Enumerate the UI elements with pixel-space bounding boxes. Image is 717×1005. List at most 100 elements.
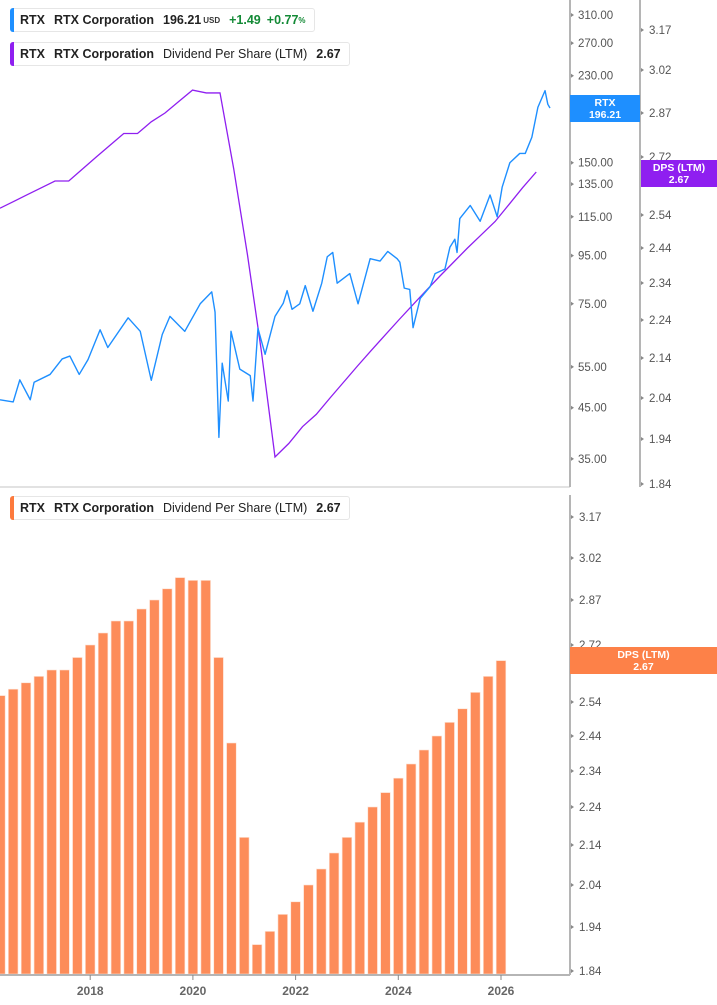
- dps-tick-label: 2.87: [649, 108, 671, 120]
- legend-company: RTX Corporation: [54, 47, 154, 61]
- price-tick-label: 270.00: [578, 38, 613, 50]
- dps-bar-tag-title: DPS (LTM): [617, 649, 670, 661]
- tick-mark: [571, 456, 574, 461]
- dps-bar: [8, 688, 19, 975]
- dps-bar: [46, 669, 57, 975]
- dps-bar-tick-label: 2.24: [579, 802, 602, 814]
- x-tick-label: 2026: [488, 984, 515, 998]
- dps-bar: [33, 676, 44, 975]
- tick-mark: [571, 925, 574, 929]
- legend-value: 2.67: [316, 501, 341, 515]
- dps-bar: [162, 588, 173, 975]
- dps-top-legend[interactable]: RTX RTX Corporation Dividend Per Share (…: [10, 42, 350, 66]
- tick-mark: [571, 253, 574, 258]
- legend-metric: Dividend Per Share (LTM): [163, 501, 308, 515]
- dps-tick-label: 2.24: [649, 315, 672, 327]
- dps-bar-tick-label: 2.44: [579, 731, 602, 743]
- dps-tick-label: 1.94: [649, 434, 672, 446]
- price-tag-value: 196.21: [588, 109, 622, 121]
- tick-mark: [571, 214, 574, 219]
- price-tick-label: 115.00: [578, 212, 612, 224]
- dps-bar-tick-label: 2.54: [579, 697, 602, 709]
- dps-bar: [406, 763, 417, 975]
- dps-bar: [59, 669, 70, 975]
- dps-bar: [290, 901, 301, 975]
- tick-mark: [571, 883, 574, 887]
- dps-tick-label: 2.04: [649, 393, 672, 405]
- tick-mark: [571, 364, 574, 369]
- dps-bar: [136, 608, 147, 975]
- tick-mark: [641, 28, 644, 32]
- dps-bar: [277, 914, 288, 975]
- dps-tick-label: 3.02: [649, 65, 671, 77]
- dps-bar: [495, 660, 507, 975]
- dps-bar: [444, 722, 455, 975]
- dps-bar-tag-value: 2.67: [633, 661, 654, 673]
- tick-mark: [641, 281, 644, 285]
- dps-tag-value: 2.67: [668, 174, 690, 186]
- dps-bar: [341, 837, 353, 975]
- dps-bar: [367, 806, 378, 975]
- dps-bar: [418, 749, 430, 975]
- dps-tick-label: 2.14: [649, 353, 672, 365]
- price-tick-label: 95.00: [578, 251, 607, 263]
- price-legend-color: [10, 8, 14, 32]
- price-tick-label: 135.00: [578, 179, 613, 191]
- tick-mark: [571, 405, 574, 410]
- price-legend[interactable]: RTX RTX Corporation 196.21 USD +1.49 +0.…: [10, 8, 315, 32]
- dps-bar: [110, 620, 121, 975]
- tick-mark: [571, 301, 574, 306]
- x-tick-label: 2024: [385, 984, 412, 998]
- tick-mark: [641, 437, 644, 441]
- tick-mark: [571, 160, 574, 165]
- tick-mark: [641, 111, 644, 115]
- dps-bar: [251, 944, 263, 975]
- tick-mark: [571, 13, 574, 17]
- dps-line: [0, 89, 537, 459]
- dps-bar-tick-label: 1.84: [579, 966, 602, 978]
- tick-mark: [641, 396, 644, 400]
- tick-mark: [571, 843, 574, 847]
- axes: 310.00 270.00 230.00 150.00 135.00 115.00 95.0…: [0, 0, 672, 998]
- dps-bar-tick-label: 2.04: [579, 880, 602, 892]
- dps-bottom-tag: DPS (LTM) 2.67: [570, 647, 717, 674]
- price-tick-label: 310.00: [578, 10, 613, 22]
- tick-mark: [641, 356, 644, 360]
- dps-bar: [329, 852, 340, 975]
- dps-bar: [0, 695, 6, 975]
- dps-bar: [316, 868, 327, 975]
- dps-bar-tick-label: 3.17: [579, 512, 601, 524]
- dps-tick-label: 2.54: [649, 210, 672, 222]
- dps-bar: [470, 692, 481, 975]
- dps-bar-tick-label: 2.14: [579, 840, 602, 852]
- dps-bar: [20, 682, 32, 975]
- dps-bar-tick-label: 2.87: [579, 595, 601, 607]
- price-tick-label: 230.00: [578, 71, 613, 83]
- dps-bar: [380, 792, 391, 975]
- legend-pct-sign: %: [298, 15, 306, 25]
- tick-mark: [571, 769, 574, 773]
- dps-tick-label: 2.34: [649, 278, 672, 290]
- dps-bottom-legend[interactable]: RTX RTX Corporation Dividend Per Share (…: [10, 496, 350, 520]
- dps-bar: [393, 777, 404, 975]
- tick-mark: [571, 969, 574, 973]
- tick-mark: [571, 556, 574, 560]
- dps-bar: [226, 742, 237, 975]
- legend-ticker: RTX: [20, 13, 45, 27]
- x-tick-label: 2018: [77, 984, 104, 998]
- dps-bar: [97, 632, 109, 975]
- tick-mark: [641, 246, 644, 250]
- price-tick-label: 45.00: [578, 403, 607, 415]
- price-tag: RTX 196.21: [570, 95, 640, 122]
- dps-bar: [457, 708, 468, 975]
- dps-legend-color: [10, 42, 14, 66]
- dps-bar: [174, 577, 186, 975]
- dps-bar: [239, 837, 250, 975]
- price-tick-label: 55.00: [578, 362, 607, 374]
- tick-mark: [571, 734, 574, 738]
- dps-bar: [303, 884, 314, 975]
- dps-bar-plot: [0, 577, 507, 975]
- tick-mark: [571, 643, 574, 647]
- price-dps-plot: [0, 89, 551, 459]
